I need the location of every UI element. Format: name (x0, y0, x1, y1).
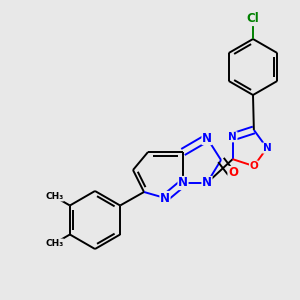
Text: Cl: Cl (247, 13, 260, 26)
Text: N: N (202, 131, 212, 145)
Text: CH₃: CH₃ (45, 192, 63, 201)
Text: N: N (160, 191, 170, 205)
Text: N: N (178, 176, 188, 190)
Text: O: O (250, 161, 258, 171)
Text: N: N (202, 176, 212, 190)
Text: N: N (262, 143, 272, 153)
Text: N: N (228, 132, 237, 142)
Text: O: O (228, 167, 238, 179)
Text: CH₃: CH₃ (45, 239, 63, 248)
